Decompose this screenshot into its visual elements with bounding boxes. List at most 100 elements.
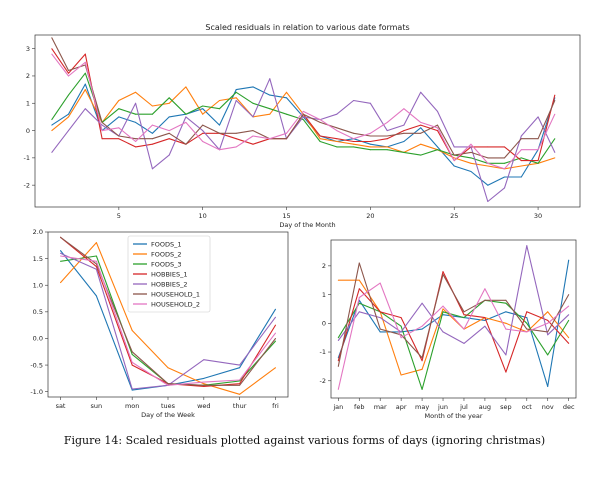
x-tick-label: may: [415, 403, 429, 411]
data-point-hobbies_2: [358, 311, 360, 313]
data-point-household_2: [369, 132, 371, 134]
data-point-foods_2: [275, 367, 276, 369]
data-point-foods_2: [131, 330, 133, 331]
data-point-household_2: [442, 305, 444, 307]
data-point-hobbies_1: [336, 138, 338, 140]
data-point-foods_2: [235, 97, 237, 99]
data-point-household_2: [487, 162, 489, 164]
data-point-hobbies_1: [526, 311, 528, 313]
x-tick-label: sat: [56, 402, 66, 410]
data-point-hobbies_2: [504, 187, 505, 189]
data-point-foods_3: [437, 149, 438, 151]
data-point-foods_1: [203, 377, 205, 379]
data-point-hobbies_2: [353, 100, 355, 101]
series-line-foods_3: [337, 299, 570, 390]
data-point-household_1: [386, 135, 388, 137]
data-point-household_2: [202, 141, 204, 142]
series-line-household_2: [337, 282, 570, 390]
y-tick-label: 2: [322, 262, 326, 270]
data-point-household_1: [547, 331, 549, 333]
data-point-hobbies_2: [202, 130, 204, 132]
data-point-foods_2: [319, 138, 321, 140]
data-point-foods_2: [470, 162, 472, 164]
x-axis-label: Month of the year: [424, 412, 482, 420]
legend-label: HOBBIES_2: [151, 280, 187, 288]
data-point-household_1: [51, 37, 53, 39]
data-point-household_2: [118, 127, 120, 129]
data-point-household_1: [151, 138, 153, 140]
data-point-foods_3: [302, 119, 304, 121]
data-point-hobbies_1: [547, 319, 549, 321]
data-point-hobbies_2: [336, 113, 338, 115]
data-point-hobbies_1: [400, 317, 402, 319]
data-point-hobbies_2: [421, 302, 423, 304]
data-point-hobbies_2: [101, 124, 103, 126]
data-point-foods_3: [421, 388, 423, 390]
data-point-hobbies_2: [442, 331, 444, 333]
data-point-household_1: [353, 132, 355, 134]
data-point-hobbies_1: [135, 146, 137, 148]
x-tick-label: fri: [272, 402, 279, 410]
data-point-household_2: [437, 127, 438, 129]
data-point-household_1: [286, 138, 287, 140]
x-tick-label: 30: [534, 212, 542, 220]
data-point-household_2: [95, 260, 97, 262]
data-point-household_1: [420, 132, 422, 134]
data-point-foods_3: [386, 149, 388, 151]
data-point-foods_1: [118, 116, 120, 118]
data-point-foods_2: [151, 105, 153, 107]
data-point-household_1: [235, 132, 237, 134]
data-point-hobbies_2: [537, 116, 539, 118]
data-point-foods_1: [131, 389, 133, 391]
data-point-foods_3: [118, 108, 120, 110]
data-point-foods_3: [336, 146, 338, 148]
data-point-hobbies_1: [484, 317, 486, 319]
y-tick-label: 1: [26, 99, 30, 107]
data-point-foods_1: [60, 250, 61, 252]
data-point-foods_1: [219, 124, 220, 126]
data-point-foods_2: [568, 337, 570, 339]
data-point-household_2: [537, 149, 539, 151]
data-point-household_2: [336, 130, 338, 132]
y-tick-label: 1.0: [33, 281, 43, 289]
data-point-foods_3: [60, 260, 61, 262]
data-point-hobbies_2: [470, 146, 472, 148]
data-point-hobbies_2: [131, 388, 133, 390]
data-point-foods_3: [420, 154, 422, 156]
y-tick-label: 0: [322, 320, 326, 328]
series-line-hobbies_1: [51, 48, 556, 162]
data-point-household_2: [403, 108, 405, 110]
data-point-hobbies_1: [95, 266, 97, 268]
data-point-foods_1: [505, 311, 507, 313]
data-point-household_1: [505, 299, 507, 301]
data-point-hobbies_2: [386, 130, 388, 132]
month-of-year-chart: -2 -1 0 1 2 jan feb mar apr may jun jul aug sep oct nov…: [320, 239, 577, 420]
data-point-foods_2: [442, 308, 444, 310]
data-point-foods_2: [135, 91, 137, 93]
data-point-foods_3: [252, 102, 254, 104]
data-point-household_2: [60, 255, 61, 257]
data-point-foods_3: [537, 162, 539, 164]
data-point-hobbies_2: [487, 201, 489, 202]
data-point-hobbies_2: [95, 268, 97, 270]
data-point-household_2: [470, 143, 472, 145]
data-point-household_2: [286, 132, 287, 134]
plot-frame: [34, 34, 581, 208]
data-point-household_2: [400, 337, 402, 339]
data-point-foods_3: [403, 151, 405, 153]
data-point-foods_3: [526, 322, 528, 324]
data-point-foods_1: [421, 328, 423, 330]
data-point-foods_2: [219, 100, 220, 101]
y-tick-label: -1: [24, 154, 30, 162]
x-tick-label: mar: [374, 403, 387, 411]
data-point-foods_3: [442, 311, 444, 313]
data-point-foods_3: [547, 354, 549, 356]
day-of-month-chart: -2 -1 0 1 2 3 5 10 15 20 25 30 Day of the Month Scale…: [24, 23, 581, 229]
data-point-household_2: [568, 305, 570, 307]
series-line-foods_2: [51, 86, 555, 170]
data-point-hobbies_1: [420, 124, 422, 126]
data-point-household_1: [202, 124, 204, 126]
y-tick-label: 0: [26, 127, 30, 135]
data-point-household_1: [118, 135, 120, 137]
data-point-household_2: [353, 138, 355, 140]
